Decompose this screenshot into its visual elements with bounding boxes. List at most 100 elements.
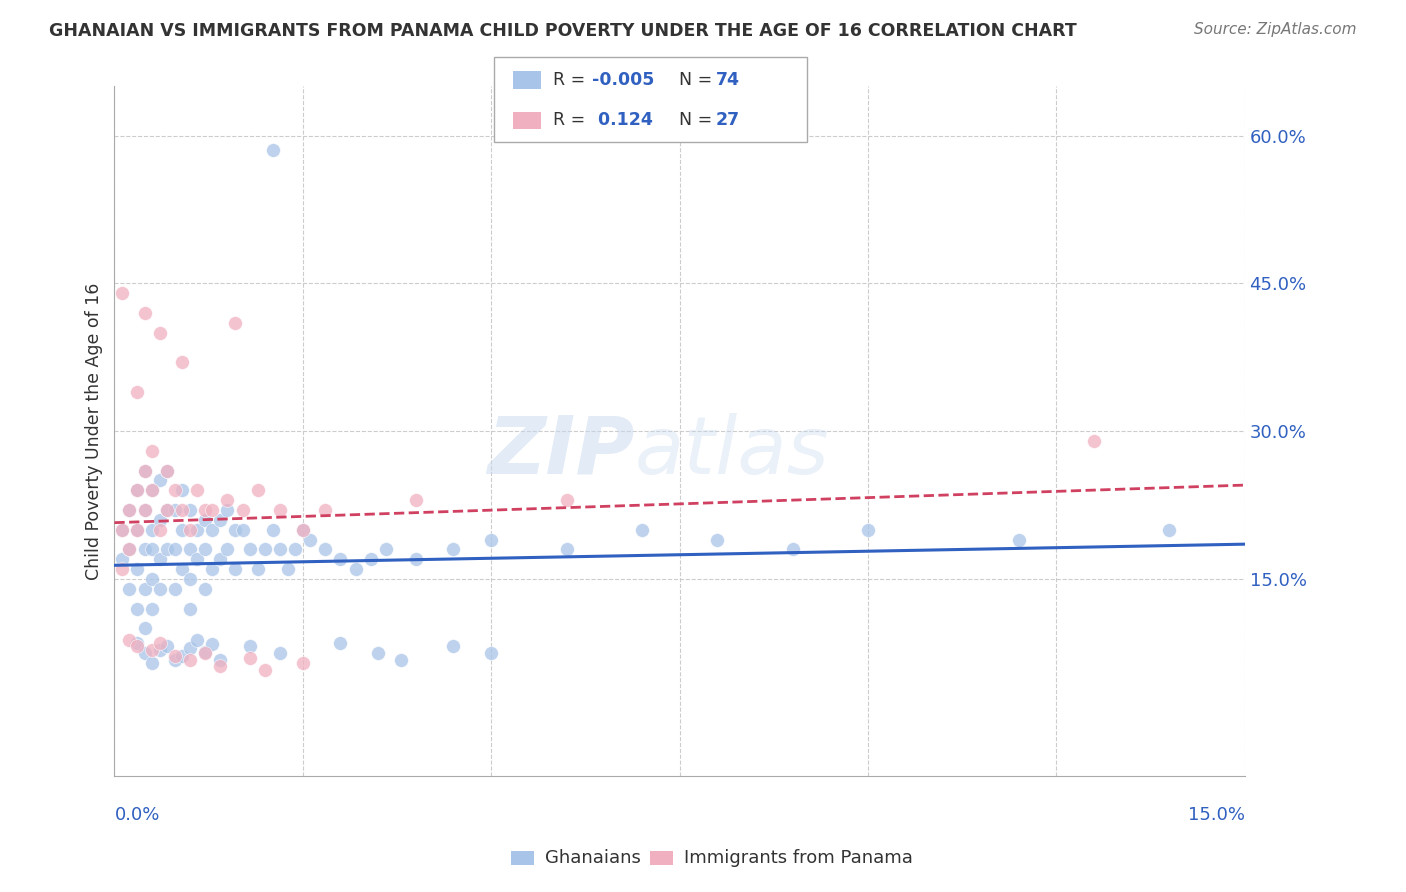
Point xyxy=(360,552,382,566)
Text: Immigrants from Panama: Immigrants from Panama xyxy=(685,849,912,867)
Point xyxy=(118,633,141,648)
Point xyxy=(125,639,148,653)
Point xyxy=(284,542,307,557)
Point xyxy=(201,562,224,576)
Point xyxy=(706,533,728,547)
Point xyxy=(118,542,141,557)
Point xyxy=(269,542,291,557)
Point xyxy=(179,640,201,655)
Point xyxy=(172,483,194,498)
Point xyxy=(111,523,134,537)
Point xyxy=(134,503,156,517)
Point xyxy=(141,483,163,498)
Point xyxy=(555,493,578,508)
Point xyxy=(277,562,299,576)
Point xyxy=(239,639,262,653)
Point xyxy=(405,552,427,566)
Point xyxy=(291,523,314,537)
Point xyxy=(118,542,141,557)
Point xyxy=(156,503,179,517)
Point xyxy=(156,542,179,557)
Point xyxy=(134,582,156,596)
Point xyxy=(194,645,217,659)
Point xyxy=(163,653,186,667)
Point xyxy=(149,643,172,657)
Point xyxy=(186,483,208,498)
Point xyxy=(374,542,396,557)
Point xyxy=(443,542,465,557)
Point xyxy=(479,533,502,547)
Point xyxy=(125,483,148,498)
Point xyxy=(149,582,172,596)
Point xyxy=(179,523,201,537)
Point xyxy=(443,639,465,653)
Point xyxy=(1007,533,1029,547)
Point xyxy=(172,355,194,369)
Point xyxy=(179,653,201,667)
Point xyxy=(134,542,156,557)
Point xyxy=(344,562,367,576)
Point xyxy=(262,523,284,537)
Point xyxy=(179,542,201,557)
Text: R =: R = xyxy=(553,112,591,129)
Point xyxy=(125,523,148,537)
Point xyxy=(149,552,172,566)
Text: 0.0%: 0.0% xyxy=(114,805,160,823)
Point xyxy=(246,562,269,576)
Point xyxy=(125,523,148,537)
Point xyxy=(125,562,148,576)
Point xyxy=(179,572,201,586)
Point xyxy=(194,646,217,660)
Point xyxy=(239,650,262,665)
Point xyxy=(156,464,179,478)
Point xyxy=(208,552,231,566)
Point xyxy=(208,653,231,667)
Point xyxy=(141,601,163,615)
Point xyxy=(194,582,217,596)
Point xyxy=(118,503,141,517)
Point xyxy=(134,646,156,660)
Point xyxy=(149,326,172,340)
Point xyxy=(149,474,172,488)
Point xyxy=(141,523,163,537)
Point xyxy=(231,503,253,517)
Point xyxy=(329,636,352,650)
Text: R =: R = xyxy=(553,71,591,89)
Point xyxy=(239,542,262,557)
Point xyxy=(631,523,654,537)
Text: ZIP: ZIP xyxy=(486,413,634,491)
Point xyxy=(367,646,389,660)
Point xyxy=(217,493,239,508)
Text: Ghanaians: Ghanaians xyxy=(546,849,641,867)
Point xyxy=(269,646,291,660)
Point xyxy=(201,637,224,651)
Point xyxy=(141,542,163,557)
Point xyxy=(194,542,217,557)
Point xyxy=(111,286,134,301)
Point xyxy=(186,633,208,648)
Point xyxy=(134,464,156,478)
Point xyxy=(118,582,141,596)
Point xyxy=(194,513,217,527)
Text: 15.0%: 15.0% xyxy=(1188,805,1244,823)
Point xyxy=(254,542,277,557)
Point xyxy=(179,601,201,615)
Point xyxy=(1083,434,1105,448)
Point xyxy=(125,384,148,399)
Point xyxy=(156,503,179,517)
Text: Source: ZipAtlas.com: Source: ZipAtlas.com xyxy=(1194,22,1357,37)
Point xyxy=(141,444,163,458)
Point xyxy=(224,523,246,537)
Point xyxy=(194,503,217,517)
Point xyxy=(172,648,194,663)
Point xyxy=(172,503,194,517)
Point xyxy=(208,513,231,527)
Point xyxy=(299,533,322,547)
Point xyxy=(555,542,578,557)
Point xyxy=(111,552,134,566)
Point xyxy=(163,582,186,596)
Point xyxy=(186,552,208,566)
Point xyxy=(111,523,134,537)
Point xyxy=(125,483,148,498)
Point xyxy=(389,653,412,667)
